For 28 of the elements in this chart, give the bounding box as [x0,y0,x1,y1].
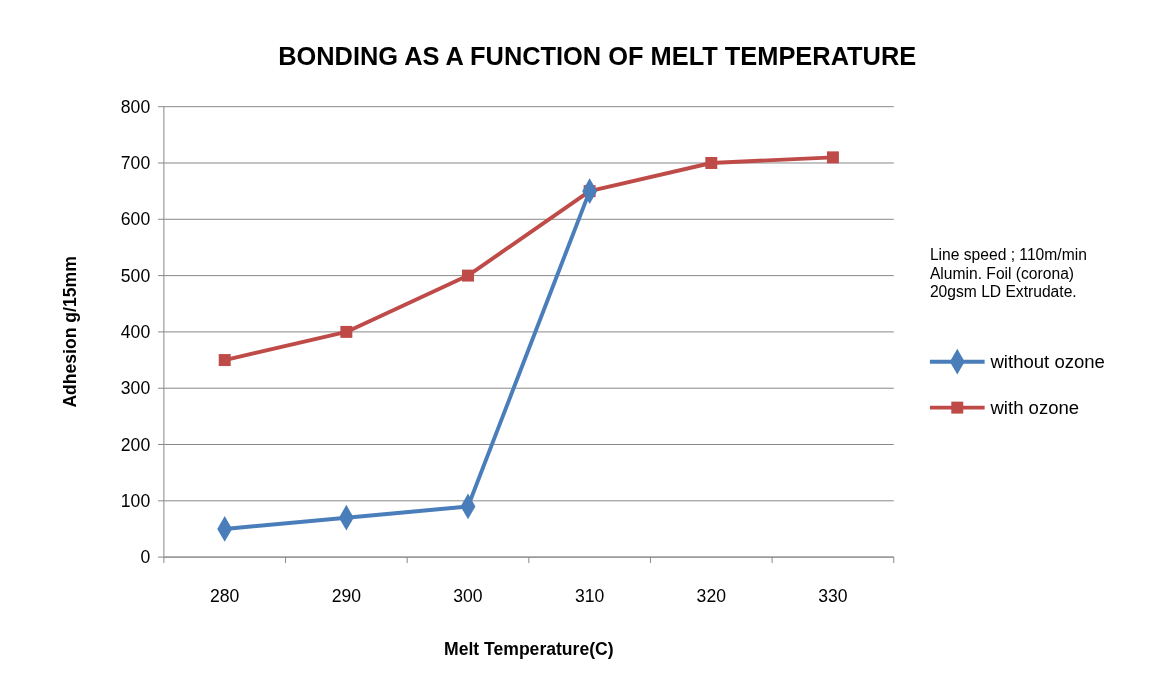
x-tick-label: 330 [818,586,848,607]
x-axis-title: Melt Temperature(C) [444,638,614,659]
chart-title: BONDING AS A FUNCTION OF MELT TEMPERATURE [278,41,917,70]
y-tick-label: 300 [120,378,151,399]
point [826,151,839,164]
y-tick-label: 800 [120,96,151,117]
y-tick-label: 100 [120,490,151,511]
point [705,157,718,169]
y-axis-title: Adhesion g/15mm [59,256,80,408]
legend-label: without ozone [989,351,1105,373]
x-tick-label: 310 [574,586,605,607]
x-tick-label: 300 [453,586,483,607]
y-tick-label: 0 [140,547,151,568]
legend-label: with ozone [989,397,1080,419]
y-tick-label: 200 [120,434,151,455]
point [218,354,231,367]
y-tick-label: 400 [120,322,151,343]
x-tick-label: 320 [696,586,727,607]
y-tick-label: 700 [120,153,151,174]
x-tick-label: 280 [210,586,240,607]
text: Alumin. Foil (corona) [929,264,1075,282]
y-tick-label: 600 [120,209,151,230]
y-tick-label: 500 [120,265,151,286]
x-tick-label: 290 [331,586,362,607]
text: Line speed ; 110m/min [929,246,1087,264]
point [340,325,353,338]
point [462,269,474,282]
text: 20gsm LD Extrudate. [929,283,1077,301]
